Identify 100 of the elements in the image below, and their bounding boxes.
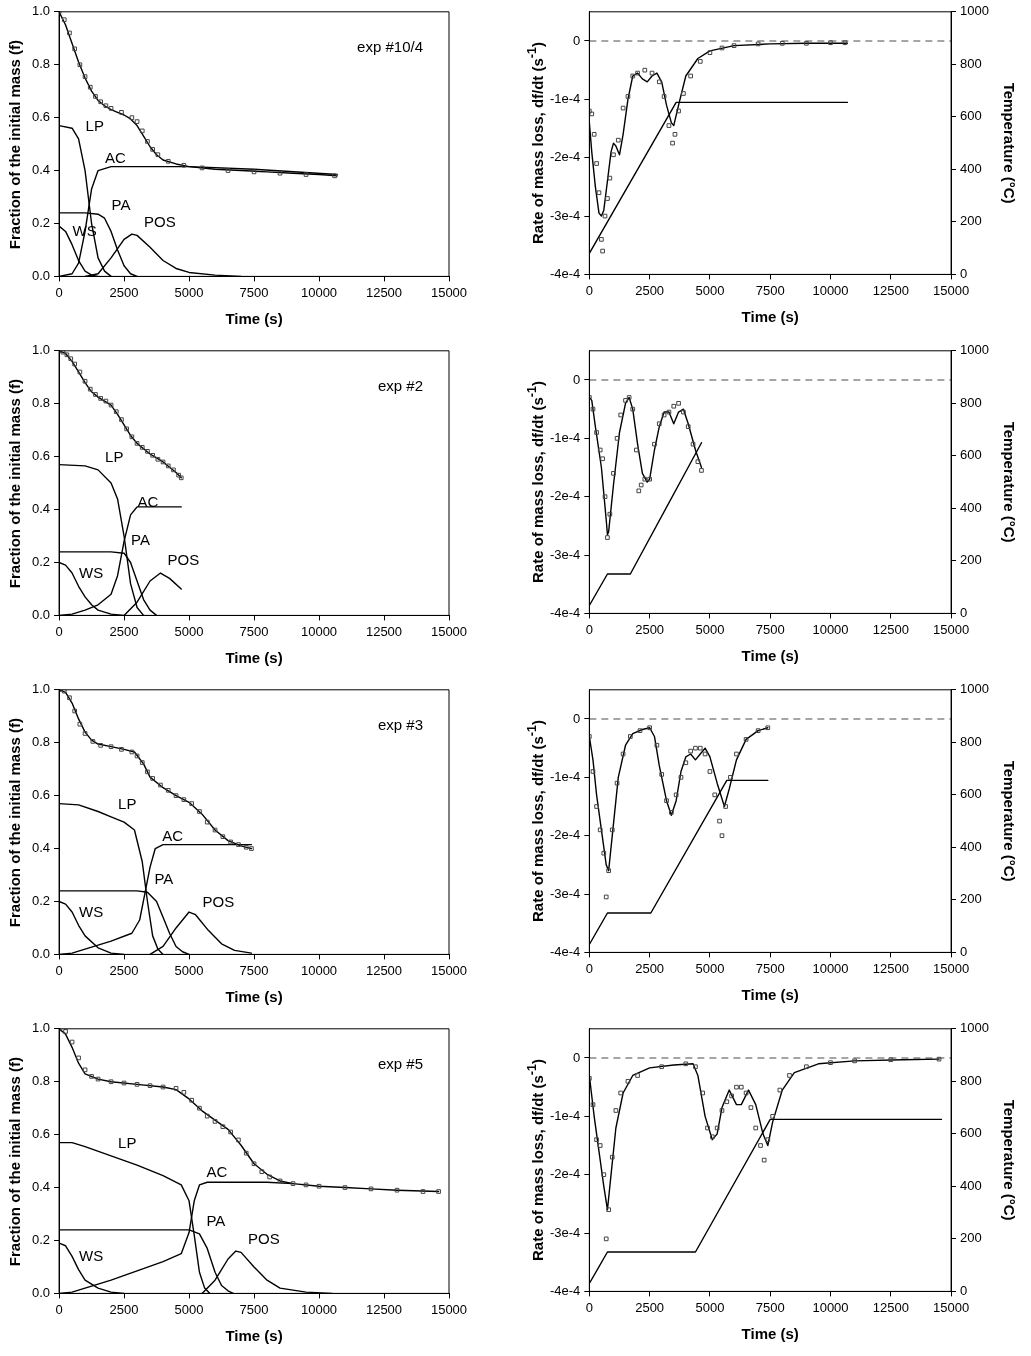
- y-tick-label: 0.8: [31, 395, 51, 411]
- y-tick-label: 1.0: [31, 681, 51, 697]
- y-tick-label: 0.4: [31, 162, 51, 178]
- x-axis-title: Time (s): [741, 308, 799, 326]
- series-label: AC: [137, 492, 159, 510]
- y-tick-label: 0.0: [31, 945, 51, 961]
- x-tick-label: 0: [585, 282, 593, 298]
- y-tick-label: -2e-4: [549, 1166, 581, 1182]
- y-tick-label: 0.8: [31, 734, 51, 750]
- y-tick-label: 0.4: [31, 1179, 51, 1195]
- y-tick-label: 0.2: [31, 554, 51, 570]
- x-tick-label: 2500: [109, 284, 139, 300]
- x-tick-label: 2500: [109, 623, 139, 639]
- x-tick-label: 12500: [872, 1299, 909, 1315]
- x-tick-label: 15000: [933, 1299, 970, 1315]
- x-tick-label: 15000: [933, 621, 970, 637]
- y-tick-label: -4e-4: [549, 943, 581, 959]
- y2-tick-label: 200: [960, 1230, 982, 1246]
- y2-axis-title: Temperature (°C): [1000, 760, 1018, 882]
- y2-tick-label: 400: [960, 1177, 982, 1193]
- x-tick-label: 0: [55, 1301, 63, 1317]
- y2-tick-label: 800: [960, 733, 982, 749]
- x-tick-label: 7500: [755, 1299, 785, 1315]
- x-tick-label: 10000: [300, 284, 338, 300]
- x-tick-label: 10000: [812, 621, 849, 637]
- x-axis-title: Time (s): [225, 1327, 283, 1345]
- series-label: AC: [105, 148, 127, 166]
- y2-tick-label: 1000: [960, 681, 989, 697]
- series-label: PA: [206, 1211, 226, 1229]
- x-tick-label: 10000: [812, 1299, 849, 1315]
- x-tick-label: 7500: [239, 1301, 269, 1317]
- y2-tick-label: 1000: [960, 342, 989, 358]
- x-tick-label: 15000: [933, 282, 970, 298]
- series-label: LP: [85, 116, 104, 134]
- y2-tick-label: 0: [960, 265, 968, 281]
- y-tick-label: -3e-4: [549, 1224, 581, 1240]
- x-tick-label: 12500: [365, 284, 403, 300]
- x-tick-label: 2500: [635, 960, 665, 976]
- series-label: LP: [105, 447, 124, 465]
- series-label: LP: [118, 794, 137, 812]
- y-tick-label: 0.6: [31, 448, 51, 464]
- y2-tick-label: 400: [960, 838, 982, 854]
- y-tick-label: -4e-4: [549, 265, 581, 281]
- y-tick-label: -1e-4: [549, 90, 581, 106]
- y-tick-label: 1.0: [31, 3, 51, 19]
- series-label: POS: [248, 1230, 280, 1248]
- x-tick-label: 0: [585, 621, 593, 637]
- x-tick-label: 7500: [755, 282, 785, 298]
- y-tick-label: -1e-4: [549, 768, 581, 784]
- y-tick-label: -3e-4: [549, 885, 581, 901]
- y-tick-label: -3e-4: [549, 207, 581, 223]
- x-tick-label: 5000: [174, 284, 204, 300]
- y2-tick-label: 600: [960, 447, 982, 463]
- y-tick-label: 0.8: [31, 1073, 51, 1089]
- x-tick-label: 0: [55, 284, 63, 300]
- x-axis-title: Time (s): [741, 986, 799, 1004]
- x-tick-label: 7500: [239, 962, 269, 978]
- x-tick-label: 7500: [239, 284, 269, 300]
- x-tick-label: 12500: [872, 621, 909, 637]
- x-tick-label: 5000: [695, 621, 725, 637]
- x-tick-label: 12500: [872, 960, 909, 976]
- series-label: PA: [131, 531, 150, 549]
- y-tick-label: 0.0: [31, 1284, 51, 1300]
- y2-tick-label: 1000: [960, 3, 989, 19]
- x-tick-label: 10000: [812, 960, 849, 976]
- y2-tick-label: 800: [960, 55, 982, 71]
- x-tick-label: 15000: [933, 960, 970, 976]
- y-tick-label: -2e-4: [549, 827, 581, 843]
- y2-tick-label: 200: [960, 552, 982, 568]
- y-axis-title: Fraction of the initial mass (f): [6, 378, 23, 588]
- y2-tick-label: 600: [960, 786, 982, 802]
- y-tick-label: 0: [573, 32, 581, 48]
- x-tick-label: 5000: [695, 960, 725, 976]
- y2-axis-title: Temperature (°C): [1000, 82, 1018, 204]
- y-tick-label: 0.6: [31, 1126, 51, 1142]
- annotation: exp #5: [377, 1054, 423, 1072]
- y2-tick-label: 1000: [960, 1020, 989, 1036]
- x-tick-label: 12500: [365, 962, 403, 978]
- x-tick-label: 10000: [300, 623, 338, 639]
- x-tick-label: 15000: [430, 1301, 468, 1317]
- y-tick-label: 0: [573, 1049, 581, 1065]
- x-tick-label: 2500: [635, 1299, 665, 1315]
- y-tick-label: -4e-4: [549, 1282, 581, 1298]
- y-tick-label: 0.0: [31, 606, 51, 622]
- x-tick-label: 5000: [695, 1299, 725, 1315]
- series-label: POS: [202, 892, 235, 910]
- x-tick-label: 7500: [755, 621, 785, 637]
- y-tick-label: 0.2: [31, 1232, 51, 1248]
- y-tick-label: 0.2: [31, 215, 51, 231]
- y-tick-label: 1.0: [31, 342, 51, 358]
- y-axis-title: Fraction of the initial mass (f): [6, 717, 23, 927]
- y-tick-label: -1e-4: [549, 1107, 581, 1123]
- y-tick-label: 0.2: [31, 893, 51, 909]
- series-label: PA: [154, 870, 174, 888]
- x-tick-label: 5000: [174, 962, 204, 978]
- series-label: WS: [79, 1247, 104, 1265]
- series-label: AC: [162, 826, 184, 844]
- x-tick-label: 10000: [300, 962, 338, 978]
- y-tick-label: 0: [573, 371, 581, 387]
- series-label: POS: [167, 551, 200, 569]
